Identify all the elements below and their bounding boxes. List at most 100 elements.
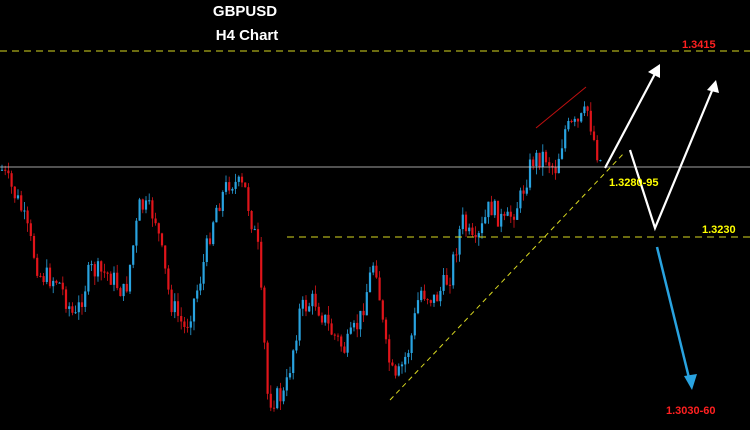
bearish-arrow [655,246,692,383]
candle-body-31 [100,261,103,272]
candle-body-36 [116,272,119,289]
candle-body-10 [32,236,36,258]
candle-body-128 [410,335,413,353]
candle-body-68 [218,207,221,211]
trendline [389,151,626,401]
candle-body-62 [199,283,202,291]
candle-body-116 [372,265,375,273]
candle-body-86 [276,388,279,409]
candle-body-73 [234,181,237,189]
candle-body-57 [183,321,186,327]
candle-body-70 [224,182,228,192]
candle-body-1 [4,169,7,171]
candle-body-4 [13,186,16,199]
candle-body-44 [141,199,144,210]
candle-body-83 [266,342,269,394]
candle-body-155 [496,200,500,227]
candle-body-21 [68,306,71,309]
bullish-arrow-1 [604,69,658,169]
candle-body-38 [122,283,125,297]
candle-body-149 [477,233,480,238]
level-label-2: 1.3230 [702,224,736,236]
candle-body-136 [436,294,439,302]
candle-body-117 [375,265,378,278]
candle-body-50 [160,233,164,246]
candle-body-111 [356,322,359,330]
candle-body-49 [157,223,160,234]
candle-body-26 [84,291,87,307]
candle-body-183 [586,106,589,111]
candle-body-84 [269,393,272,408]
candle-body-121 [388,339,391,363]
candles-layer [0,101,602,412]
candle-body-175 [560,148,564,159]
candle-body-113 [362,310,365,316]
candle-body-129 [413,313,416,336]
bullish-arrow-2-head [707,80,719,93]
candle-body-168 [538,152,541,167]
candle-body-27 [87,264,90,292]
candle-body-55 [176,301,180,316]
candle-body-20 [64,289,68,309]
candle-body-119 [381,300,384,320]
candle-body-156 [500,213,503,227]
candle-body-137 [439,290,442,302]
candle-body-124 [397,366,400,376]
candle-body-105 [336,335,340,337]
candle-body-61 [196,290,199,299]
candle-body-162 [519,190,522,209]
candle-body-23 [74,312,77,314]
level-label-3: 1.3280-95 [609,177,659,189]
candle-body-74 [237,176,240,182]
candle-body-139 [445,275,448,285]
candle-body-3 [10,173,13,187]
candle-body-161 [516,208,519,220]
candle-body-90 [288,373,292,378]
candle-body-142 [455,254,458,256]
candle-body-34 [109,273,112,285]
candle-body-56 [180,316,183,322]
candle-body-109 [349,327,352,334]
candle-body-30 [96,261,100,277]
candle-body-78 [250,211,253,230]
candle-body-115 [368,272,372,293]
candle-body-53 [170,289,173,313]
candle-body-151 [484,217,487,224]
candle-body-32 [103,271,106,273]
candle-body-28 [90,264,93,266]
candle-body-75 [240,176,244,183]
candle-body-99 [317,306,320,316]
candle-body-58 [186,326,189,328]
candle-body-22 [71,306,74,313]
candle-body-5 [16,195,20,199]
candle-body-16 [52,280,55,287]
candle-body-127 [407,353,410,357]
candle-body-18 [58,282,61,284]
candle-body-167 [535,152,538,167]
bearish-arrow-head [684,374,697,390]
candle-body-143 [458,229,461,255]
candle-body-95 [304,299,308,312]
bullish-arrow-1-head [648,64,660,78]
candle-body-106 [340,336,343,347]
candle-body-100 [320,315,324,323]
candle-body-79 [253,229,256,231]
candle-body-66 [212,222,215,245]
candle-body-174 [557,158,560,174]
candle-body-112 [359,310,362,330]
candle-body-138 [442,275,445,291]
candle-body-37 [119,288,122,297]
candle-body-146 [468,227,471,232]
candle-body-135 [432,294,436,303]
candle-body-14 [45,267,48,282]
candle-body-54 [173,301,176,313]
candle-body-72 [231,188,234,191]
candle-body-131 [420,290,423,301]
candle-body-178 [570,121,573,122]
candle-body-77 [247,187,250,211]
candle-body-94 [301,299,304,309]
candle-body-118 [378,277,381,301]
candle-body-85 [272,407,276,409]
candle-body-184 [589,110,592,132]
